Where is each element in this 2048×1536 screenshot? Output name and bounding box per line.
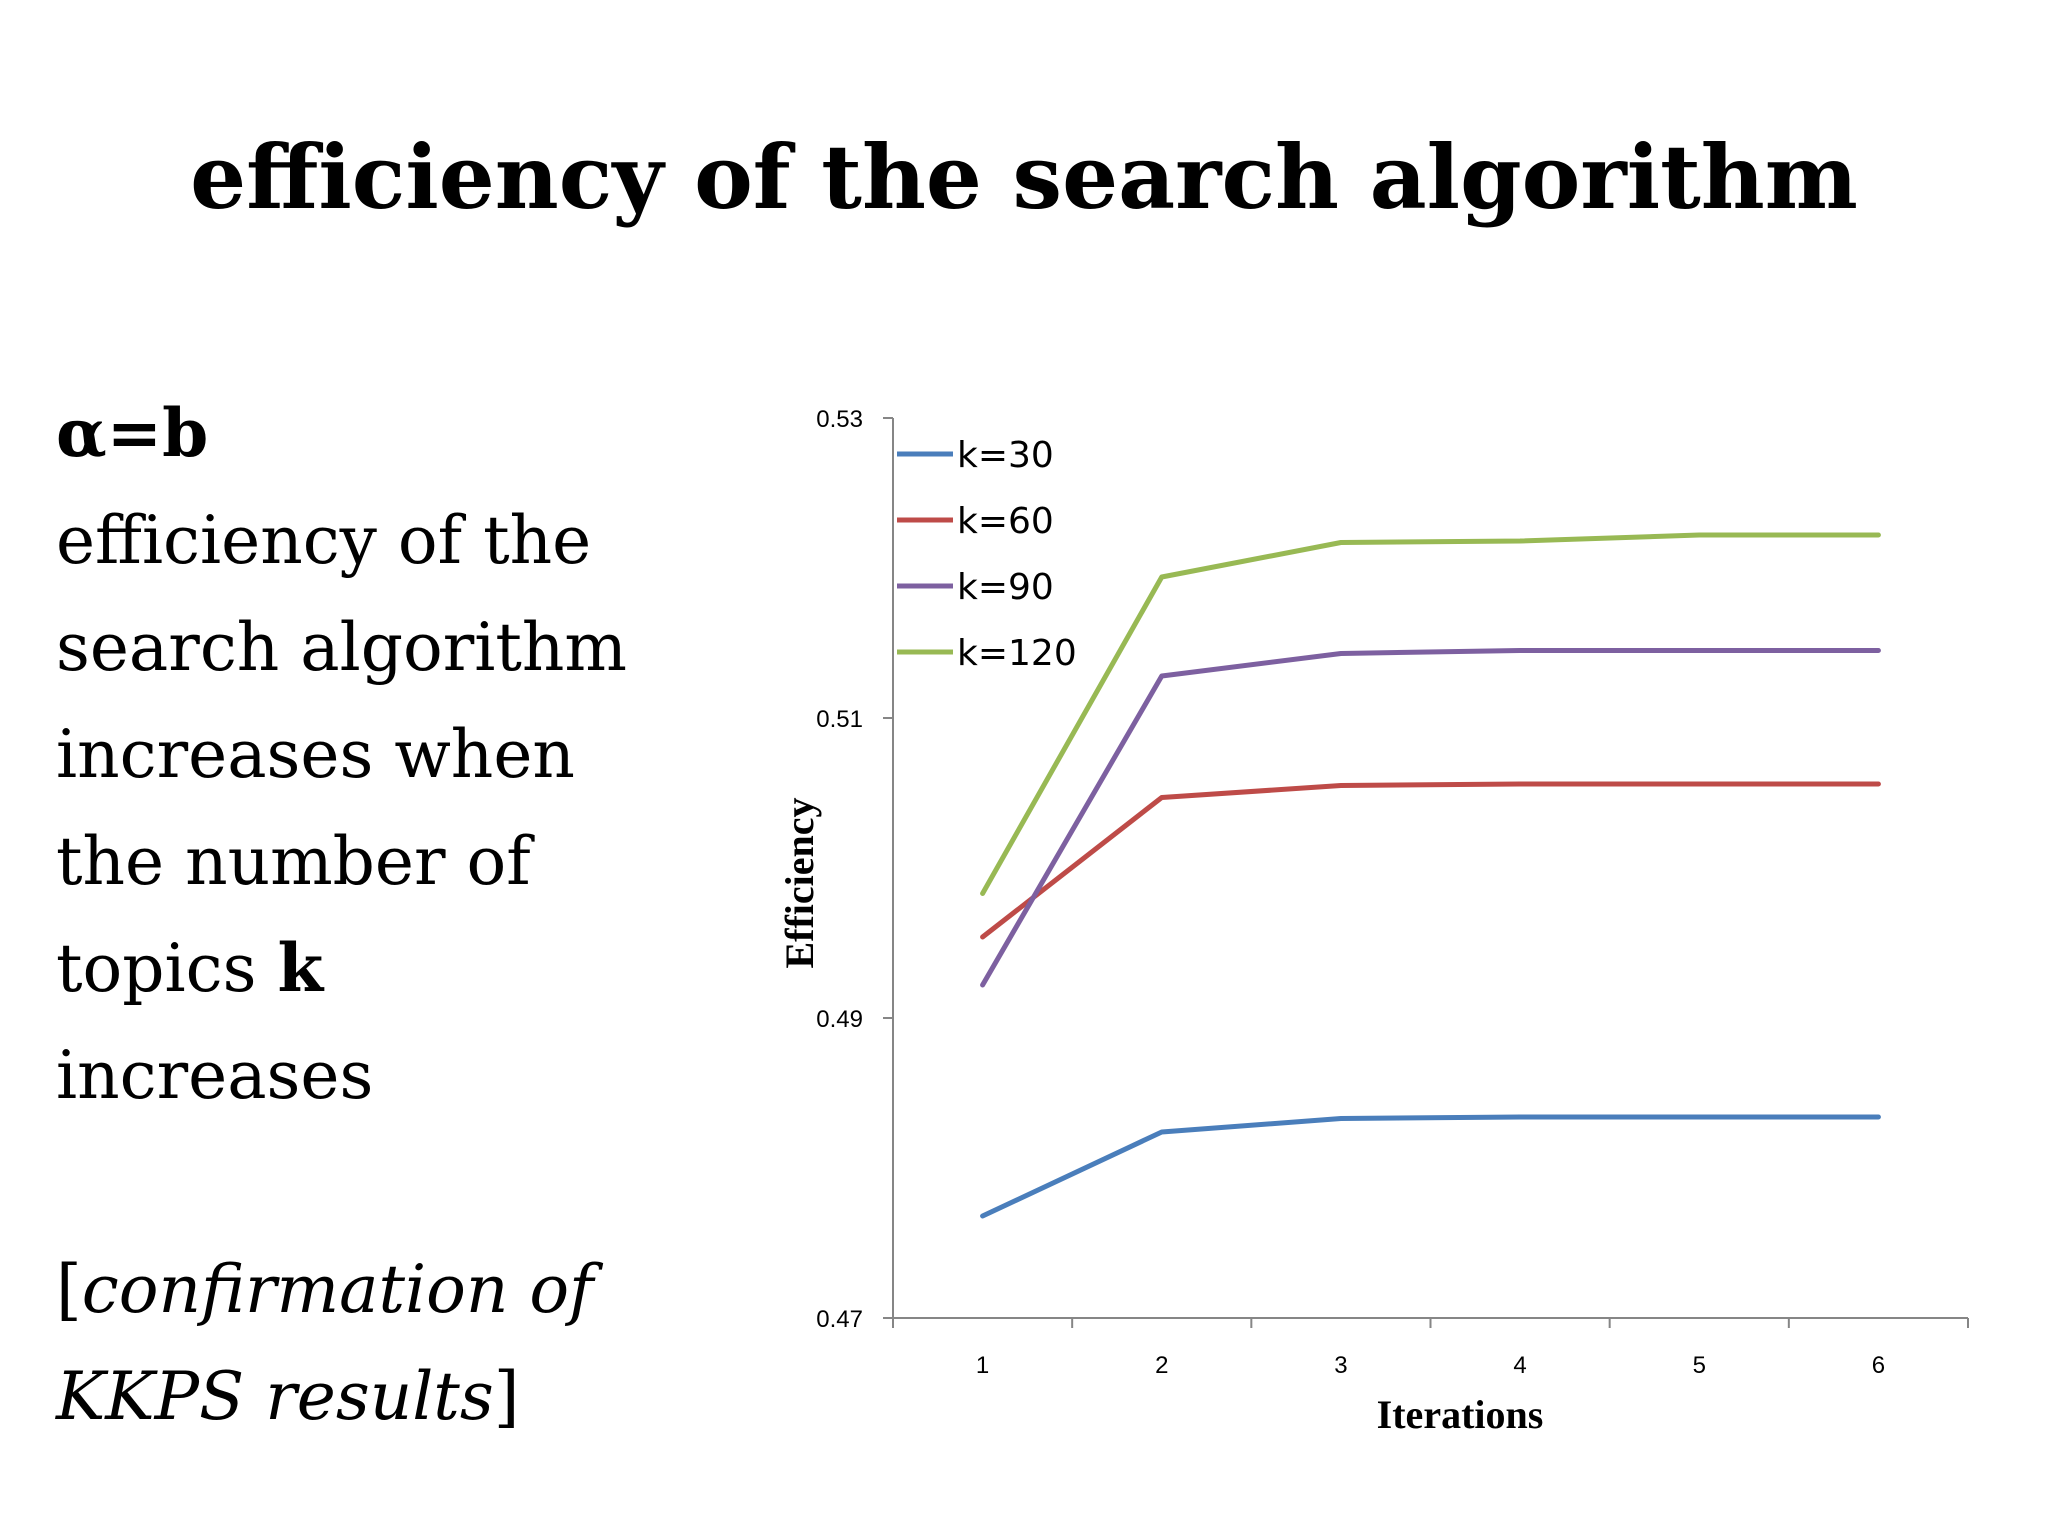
topics-k: k xyxy=(277,929,324,1007)
series-line-k90 xyxy=(980,648,1881,988)
legend-label: k=60 xyxy=(957,501,1054,542)
body-line-4: the number of xyxy=(56,823,531,900)
x-tick-label: 3 xyxy=(1334,1352,1347,1379)
x-tick-label: 5 xyxy=(1693,1352,1706,1379)
y-axis-title: Efficiency xyxy=(777,797,822,968)
x-tick-label: 2 xyxy=(1155,1352,1168,1379)
body-line-6: increases xyxy=(56,1037,374,1114)
chart-legend: k=30 k=60 k=90 k=120 xyxy=(897,435,1077,674)
slide-title: efficiency of the search algorithm xyxy=(190,125,1858,229)
confirm-text-1: confirmation of xyxy=(81,1251,594,1328)
confirm-line-2: KKPS results] xyxy=(56,1343,736,1450)
legend-label: k=30 xyxy=(957,435,1054,476)
legend-label: k=90 xyxy=(957,567,1054,608)
x-axis-title: Iterations xyxy=(1377,1392,1544,1437)
confirm-text-2: KKPS results xyxy=(56,1358,494,1435)
x-tick-label: 6 xyxy=(1872,1352,1885,1379)
confirm-close-bracket: ] xyxy=(493,1358,520,1435)
body-line-5: topics k xyxy=(56,915,736,1022)
condition-text: α=b xyxy=(56,394,209,472)
legend-label: k=120 xyxy=(957,633,1077,674)
slide-body-text: α=b efficiency of the search algorithm i… xyxy=(56,380,736,1450)
series-line-k60 xyxy=(980,781,1881,940)
y-tick-label: 0.53 xyxy=(816,406,863,433)
y-tick-label: 0.51 xyxy=(816,706,863,733)
x-tick-label: 4 xyxy=(1513,1352,1526,1379)
x-tick-label: 1 xyxy=(976,1352,989,1379)
confirm-open-bracket: [ xyxy=(56,1251,82,1328)
chart-axes: 0.53 0.51 0.49 0.47 1 2 3 4 5 6 xyxy=(816,406,1969,1379)
confirm-line-1: [confirmation of xyxy=(56,1236,736,1343)
topics-prefix: topics xyxy=(56,930,278,1007)
y-tick-label: 0.49 xyxy=(816,1006,863,1033)
series-line-k120 xyxy=(980,532,1881,896)
chart-series xyxy=(980,532,1881,1219)
y-tick-label: 0.47 xyxy=(816,1306,863,1333)
body-line-3: increases when xyxy=(56,716,575,793)
series-line-k30 xyxy=(980,1114,1881,1219)
body-line-1: efficiency of the xyxy=(56,502,592,579)
body-line-2: search algorithm xyxy=(56,609,627,686)
